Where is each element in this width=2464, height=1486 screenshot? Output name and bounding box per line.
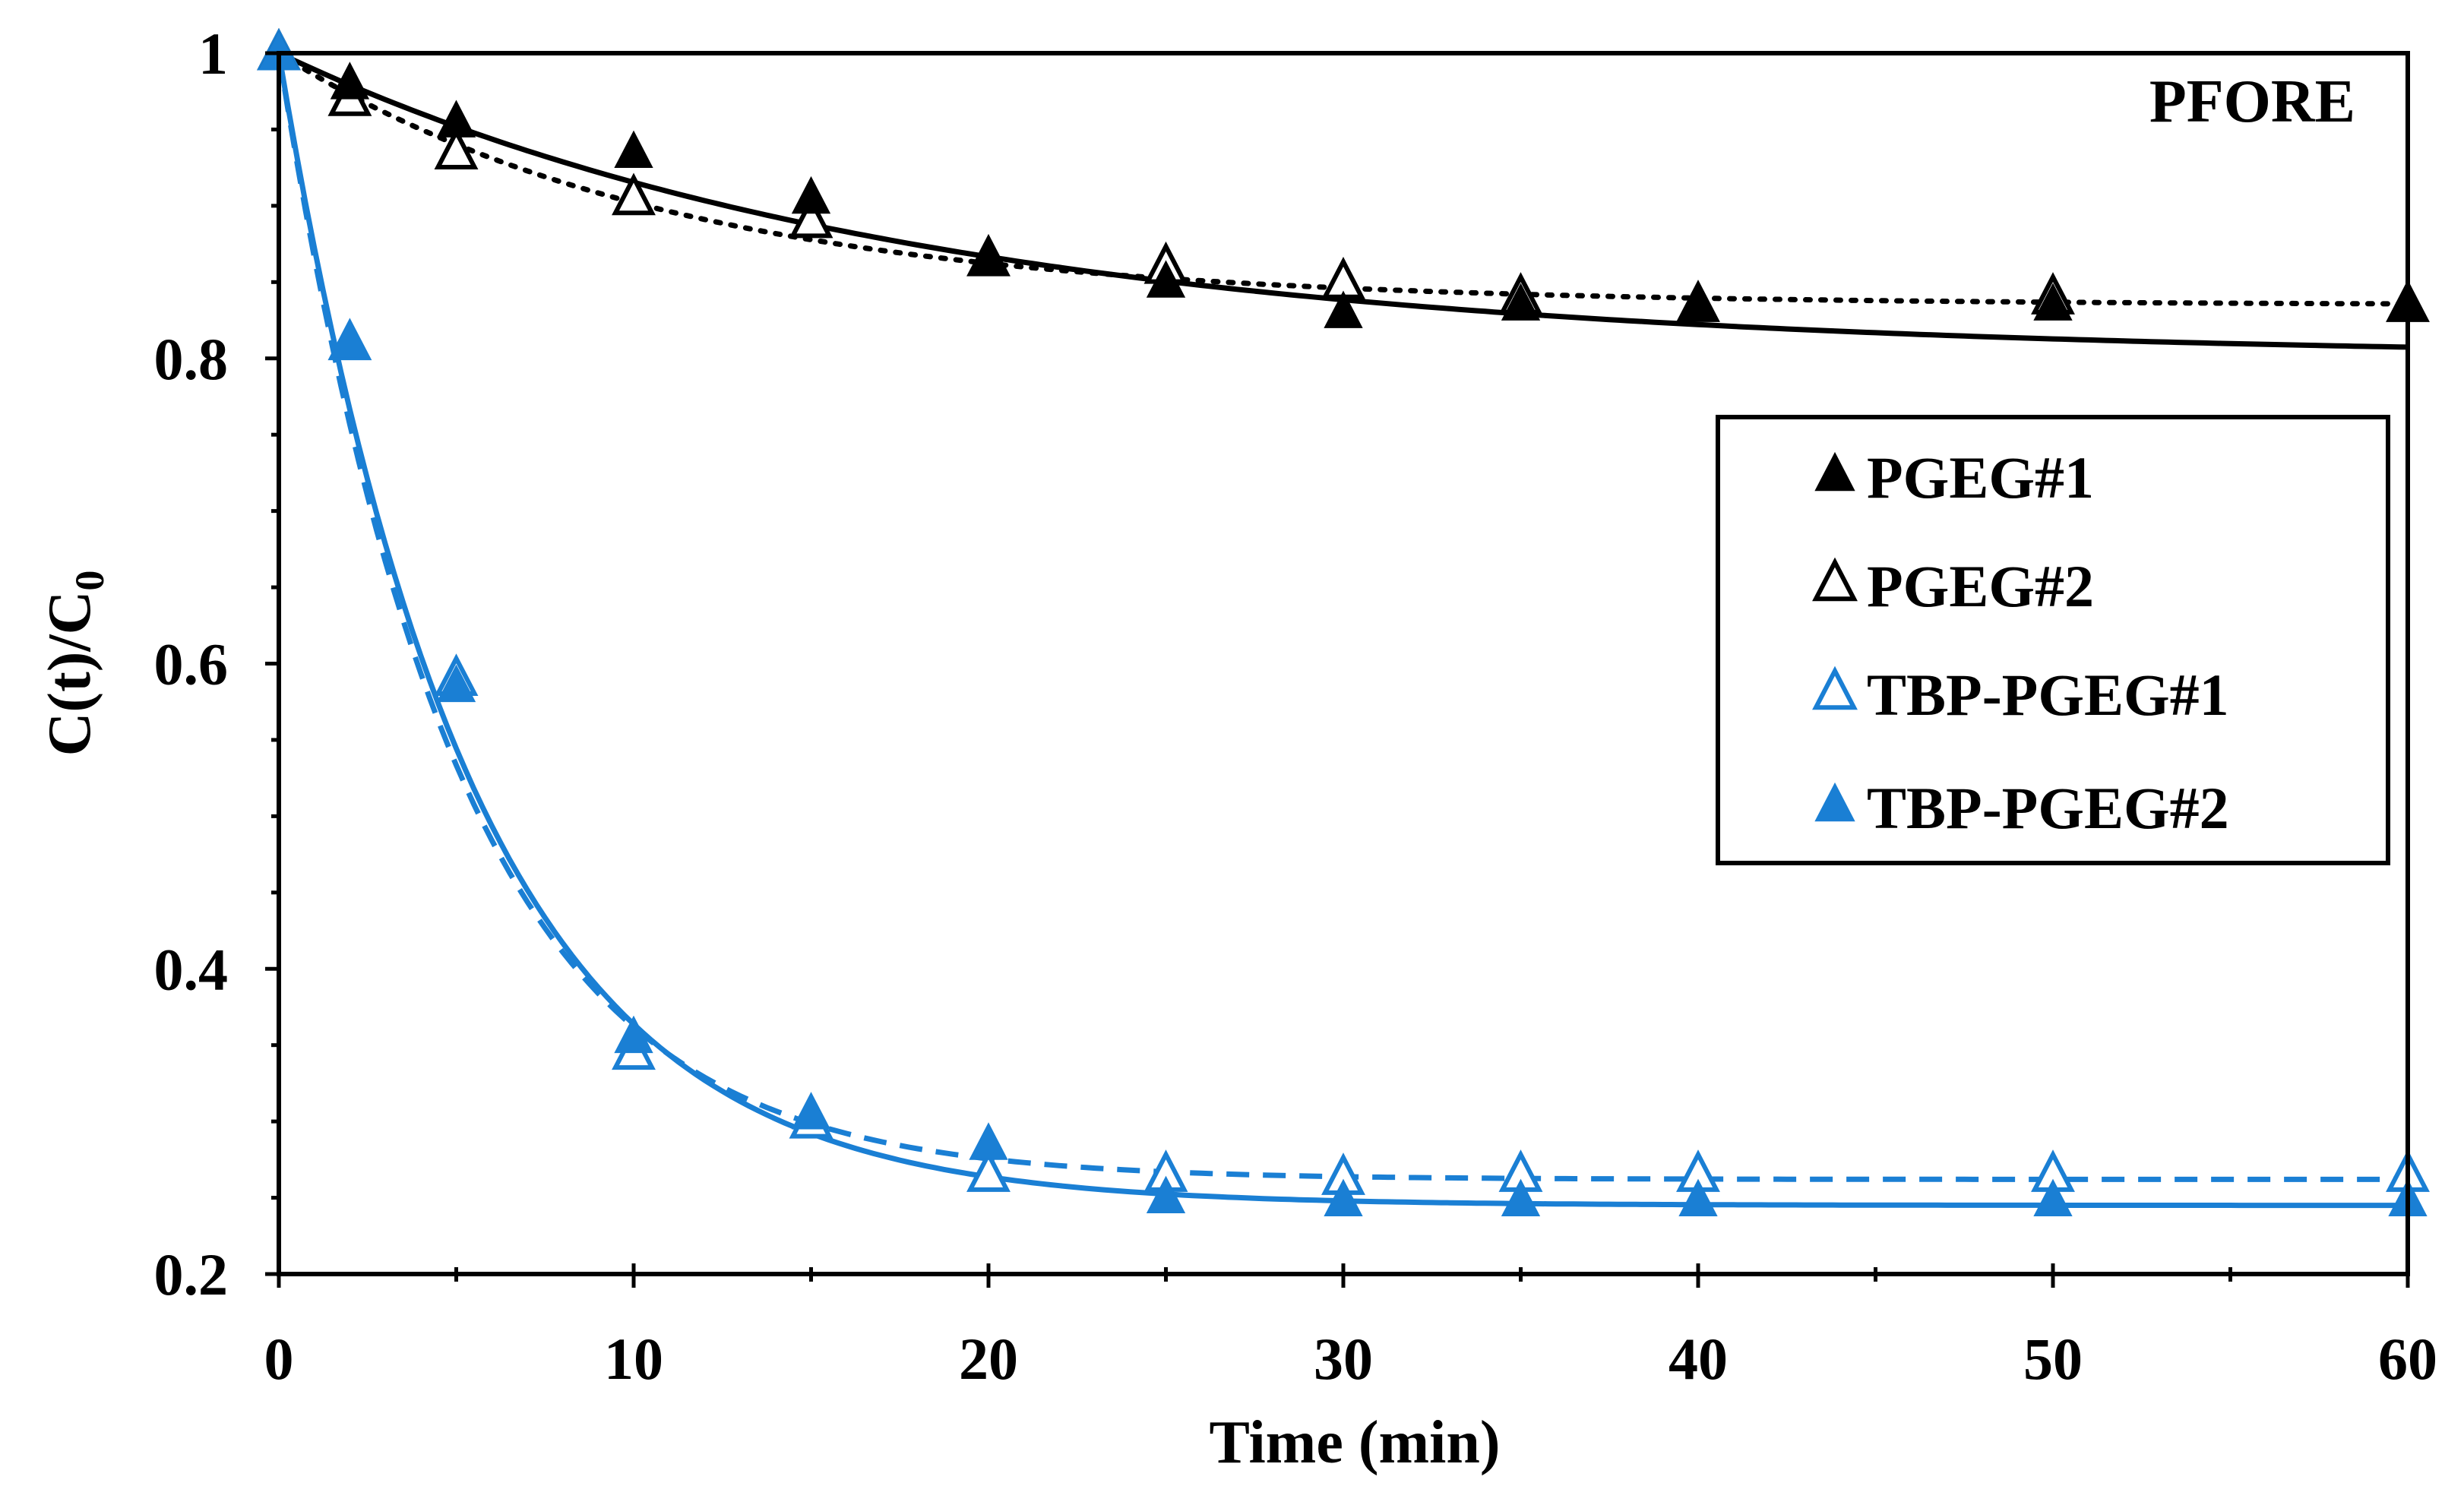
data-point-pgeg-1 [969,237,1008,275]
legend-marker-pgeg-2 [1812,557,1858,602]
y-axis-label: C(t)/C0 [36,571,112,757]
data-point-pgeg-1 [614,130,653,169]
y-tick-label: 0.2 [154,1241,229,1307]
data-point-tbp-pgeg-1 [966,1149,1011,1192]
legend-marker-tbp-pgeg-2 [1814,782,1855,822]
x-tick-label: 10 [604,1326,663,1392]
data-point-pgeg-1 [2033,283,2073,321]
y-tick-label: 0.6 [154,631,229,697]
data-point-pgeg-2 [434,127,479,170]
y-tick-label: 0.8 [154,326,229,392]
data-point-tbp-pgeg-2 [330,321,370,359]
data-point-tbp-pgeg-2 [614,1015,653,1054]
data-point-pgeg-1 [330,62,370,100]
data-point-tbp-pgeg-2 [791,1092,831,1130]
x-tick-label: 40 [1668,1326,1728,1392]
data-point-tbp-pgeg-2 [1678,1178,1718,1217]
chart-annotation: PFORE [2149,68,2355,135]
y-axis-label-subscript: 0 [67,571,112,591]
data-point-tbp-pgeg-2 [436,664,476,703]
legend-label: PGEG#2 [1867,553,2094,619]
x-tick-labels: 0 10 20 30 40 50 60 [264,1326,2438,1392]
axis-ticks [265,51,2410,1288]
y-tick-label: 0.4 [154,936,229,1002]
data-point-tbp-pgeg-2 [1146,1175,1186,1214]
legend-label: TBP-PGEG#1 [1867,662,2229,728]
data-point-tbp-pgeg-2 [969,1122,1008,1160]
legend-marker-pgeg-1 [1814,451,1855,492]
x-tick-label: 50 [2023,1326,2083,1392]
data-point-tbp-pgeg-2 [2033,1178,2073,1217]
data-point-tbp-pgeg-2 [1324,1178,1363,1217]
legend-label: TBP-PGEG#2 [1867,775,2229,841]
data-point-pgeg-1 [1501,283,1541,321]
data-point-pgeg-1 [1146,260,1186,298]
data-point-pgeg-2 [789,195,833,239]
data-point-pgeg-1 [436,100,476,138]
legend-box [1716,415,2390,865]
data-markers [257,27,2430,1217]
y-axis-label-main: C(t)/C [36,591,103,757]
x-tick-label: 60 [2378,1326,2437,1392]
x-tick-label: 20 [959,1326,1018,1392]
x-axis-label: Time (min) [1210,1409,1501,1476]
legend: PGEG#1 PGEG#2 TBP-PGEG#1 TBP-PGEG#2 [1716,415,2390,865]
data-point-pgeg-1 [791,175,831,214]
data-point-pgeg-2 [612,172,656,216]
legend-items: PGEG#1 PGEG#2 TBP-PGEG#1 TBP-PGEG#2 [1812,444,2229,841]
x-tick-label: 0 [264,1326,294,1392]
y-tick-label: 1 [198,21,228,87]
data-point-pgeg-1 [1678,283,1718,321]
legend-marker-tbp-pgeg-1 [1812,666,1858,710]
y-tick-labels: 0.2 0.4 0.6 0.8 1 [154,21,229,1307]
data-point-tbp-pgeg-2 [1501,1178,1541,1217]
legend-label: PGEG#1 [1867,444,2094,511]
data-point-pgeg-1 [1324,290,1363,328]
x-tick-label: 30 [1314,1326,1373,1392]
